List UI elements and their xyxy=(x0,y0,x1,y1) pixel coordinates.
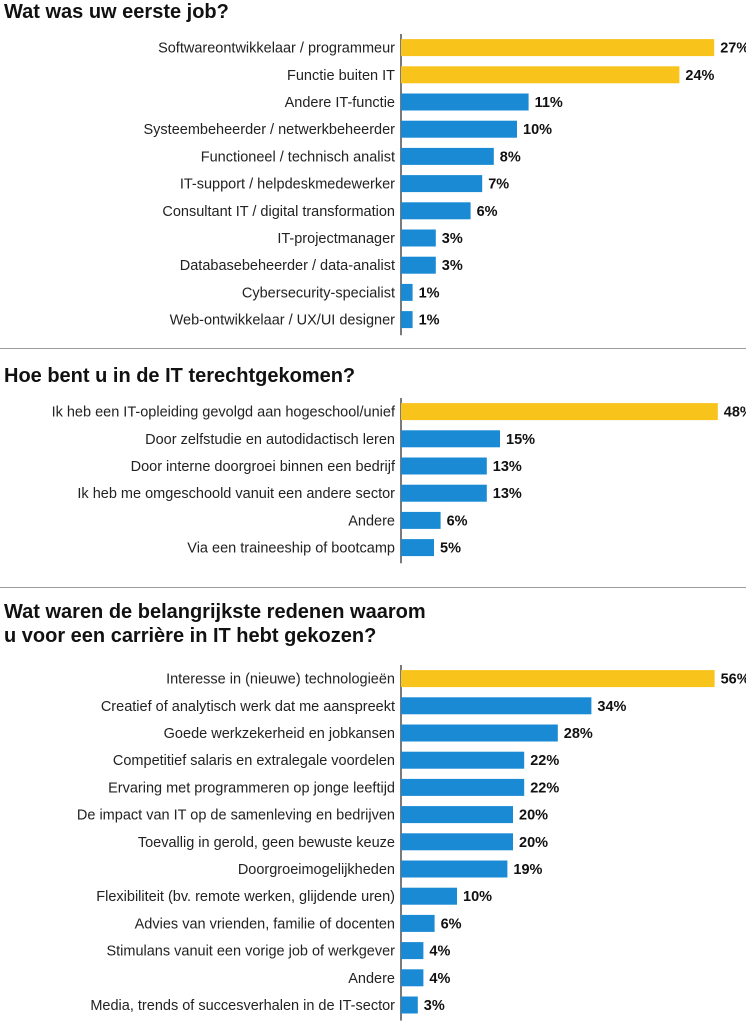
value-label: 10% xyxy=(463,889,492,905)
bar xyxy=(401,996,418,1014)
value-label: 7% xyxy=(488,177,509,193)
bar-chart-entry-path: Ik heb een IT-opleiding gevolgd aan hoge… xyxy=(52,398,746,564)
category-label: Ervaring met programmeren op jonge leeft… xyxy=(108,780,395,796)
bar xyxy=(401,175,483,193)
value-label: 13% xyxy=(493,459,522,475)
bar xyxy=(401,724,558,742)
value-label: 22% xyxy=(530,753,559,769)
value-label: 3% xyxy=(442,231,463,247)
category-label: Consultant IT / digital transformation xyxy=(162,204,395,220)
bar xyxy=(401,833,513,851)
value-label: 6% xyxy=(477,204,498,220)
value-label: 3% xyxy=(442,258,463,274)
category-label: Door interne doorgroei binnen een bedrij… xyxy=(131,459,396,475)
value-label: 1% xyxy=(419,285,440,301)
value-label: 24% xyxy=(685,68,714,84)
category-label: Advies van vrienden, familie of docenten xyxy=(135,916,395,932)
value-label: 6% xyxy=(441,916,462,932)
category-label: Ik heb me omgeschoold vanuit een andere … xyxy=(77,486,395,502)
bar xyxy=(401,778,525,796)
section-divider xyxy=(0,587,746,588)
value-label: 20% xyxy=(519,808,548,824)
bar xyxy=(401,202,471,220)
category-label: Ik heb een IT-opleiding gevolgd aan hoge… xyxy=(52,405,396,421)
value-label: 13% xyxy=(493,486,522,502)
category-label: IT-projectmanager xyxy=(277,231,395,247)
category-label: Media, trends of succesverhalen in de IT… xyxy=(90,998,395,1014)
bar xyxy=(401,147,494,165)
value-label: 11% xyxy=(535,95,563,111)
value-label: 8% xyxy=(500,149,521,165)
category-label: Interesse in (nieuwe) technologieën xyxy=(166,672,395,688)
bar xyxy=(401,969,424,987)
bar xyxy=(401,229,436,247)
category-label: Via een traineeship of bootcamp xyxy=(187,541,395,557)
category-label: Door zelfstudie en autodidactisch leren xyxy=(145,432,395,448)
chart-title-reasons: Wat waren de belangrijkste redenen waaro… xyxy=(4,601,426,647)
value-label: 19% xyxy=(513,862,542,878)
category-label: IT-support / helpdeskmedewerker xyxy=(180,177,395,193)
bar xyxy=(401,942,424,960)
bar-chart-first-job: Softwareontwikkelaar / programmeur 27% Fun… xyxy=(144,34,746,336)
category-label: Goede werkzekerheid en jobkansen xyxy=(164,726,395,742)
bar xyxy=(401,93,529,111)
value-label: 1% xyxy=(419,313,440,329)
bar xyxy=(401,120,517,138)
category-label: Functie buiten IT xyxy=(287,68,395,84)
category-label: Andere xyxy=(348,513,395,529)
bar xyxy=(401,66,680,84)
bar xyxy=(401,914,435,932)
value-label: 48% xyxy=(724,405,746,421)
category-label: Andere xyxy=(348,971,395,987)
value-label: 28% xyxy=(564,726,593,742)
bar xyxy=(401,403,718,421)
category-label: Andere IT-functie xyxy=(285,95,395,111)
category-label: Competitief salaris en extralegale voord… xyxy=(113,753,395,769)
bar xyxy=(401,311,413,329)
category-label: Creatief of analytisch werk dat me aansp… xyxy=(101,699,395,715)
bar xyxy=(401,887,457,905)
bar xyxy=(401,697,592,715)
value-label: 4% xyxy=(429,944,450,960)
category-label: Functioneel / technisch analist xyxy=(201,149,395,165)
value-label: 27% xyxy=(720,41,746,57)
bar xyxy=(401,39,715,57)
category-label: De impact van IT op de samenleving en be… xyxy=(77,808,395,824)
category-label: Flexibiliteit (bv. remote werken, glijde… xyxy=(96,889,395,905)
category-label: Stimulans vanuit een vorige job of werkg… xyxy=(106,944,395,960)
category-label: Toevallig in gerold, geen bewuste keuze xyxy=(138,835,395,851)
bar xyxy=(401,539,434,557)
bar xyxy=(401,860,508,878)
category-label: Cybersecurity-specialist xyxy=(242,285,395,301)
bar xyxy=(401,430,500,448)
value-label: 3% xyxy=(424,998,445,1014)
bar xyxy=(401,511,441,529)
value-label: 10% xyxy=(523,122,552,138)
value-label: 22% xyxy=(530,780,559,796)
section-divider xyxy=(0,348,746,349)
category-label: Databasebeheerder / data-analist xyxy=(180,258,395,274)
bar xyxy=(401,484,487,502)
value-label: 5% xyxy=(440,541,461,557)
value-label: 4% xyxy=(429,971,450,987)
bar xyxy=(401,256,436,274)
value-label: 34% xyxy=(597,699,626,715)
category-label: Doorgroeimogelijkheden xyxy=(238,862,395,878)
value-label: 15% xyxy=(506,432,535,448)
value-label: 6% xyxy=(447,513,468,529)
bar xyxy=(401,806,513,824)
category-label: Softwareontwikkelaar / programmeur xyxy=(158,41,395,57)
value-label: 20% xyxy=(519,835,548,851)
bar xyxy=(401,457,487,475)
bar xyxy=(401,751,525,769)
category-label: Web-ontwikkelaar / UX/UI designer xyxy=(170,313,396,329)
value-label: 56% xyxy=(721,672,746,688)
chart-title-entry-path: Hoe bent u in de IT terechtgekomen? xyxy=(4,365,356,387)
bar-chart-reasons: Interesse in (nieuwe) technologieën 56% Cr… xyxy=(77,665,746,1021)
bar xyxy=(401,670,715,688)
category-label: Systeembeheerder / netwerkbeheerder xyxy=(144,122,396,138)
bar xyxy=(401,283,413,301)
chart-title-first-job: Wat was uw eerste job? xyxy=(4,1,229,23)
